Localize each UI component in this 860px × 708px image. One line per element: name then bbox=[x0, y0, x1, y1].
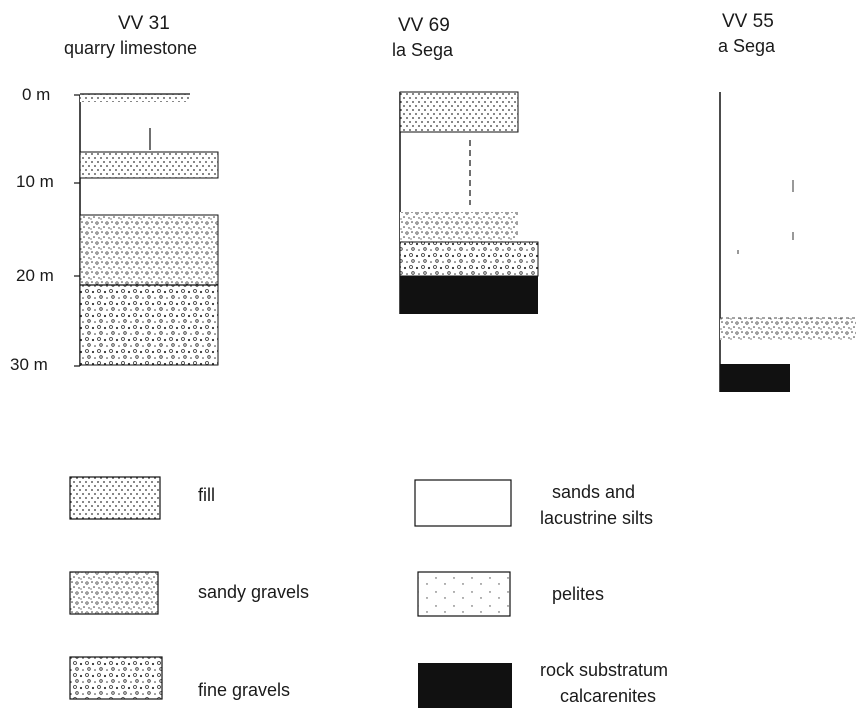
column-vv69 bbox=[399, 91, 539, 314]
legend-rock-label-2: calcarenites bbox=[560, 686, 657, 706]
legend-pelites-label: pelites bbox=[552, 584, 605, 604]
column-vv69-name: la Sega bbox=[392, 40, 454, 60]
column-vv31-id: VV 31 bbox=[118, 13, 170, 34]
legend-sands-silts-label-1: sands and bbox=[552, 482, 636, 502]
legend-fine-gravels-label: fine gravels bbox=[198, 680, 291, 700]
rock-substratum-vv69 bbox=[400, 276, 538, 314]
column-vv31 bbox=[74, 93, 219, 367]
legend-fill-swatch bbox=[69, 476, 161, 520]
depth-label-30: 30 m bbox=[10, 355, 48, 374]
legend-rock-swatch bbox=[418, 663, 512, 708]
legend-sands-silts-label-2: lacustrine silts bbox=[540, 508, 654, 528]
depth-label-10: 10 m bbox=[16, 172, 54, 191]
column-vv55-name: a Sega bbox=[718, 36, 776, 56]
legend-rock-label-1: rock substratum bbox=[540, 660, 669, 680]
legend-pelites-swatch bbox=[417, 571, 511, 617]
rock-substratum-vv55 bbox=[720, 364, 790, 392]
depth-label-20: 20 m bbox=[16, 266, 54, 285]
depth-label-0: 0 m bbox=[22, 85, 51, 104]
column-vv55 bbox=[719, 92, 856, 392]
legend-sandy-gravels-label: sandy gravels bbox=[198, 582, 310, 602]
legend-sands-silts-swatch bbox=[414, 479, 512, 527]
legend-fill-label: fill bbox=[198, 485, 215, 505]
legend-fine-gravels-swatch bbox=[69, 656, 163, 700]
legend-sandy-gravels-swatch bbox=[69, 571, 159, 615]
column-vv31-name: quarry limestone bbox=[64, 38, 198, 58]
column-vv55-id: VV 55 bbox=[722, 11, 774, 32]
column-vv69-id: VV 69 bbox=[398, 15, 450, 36]
